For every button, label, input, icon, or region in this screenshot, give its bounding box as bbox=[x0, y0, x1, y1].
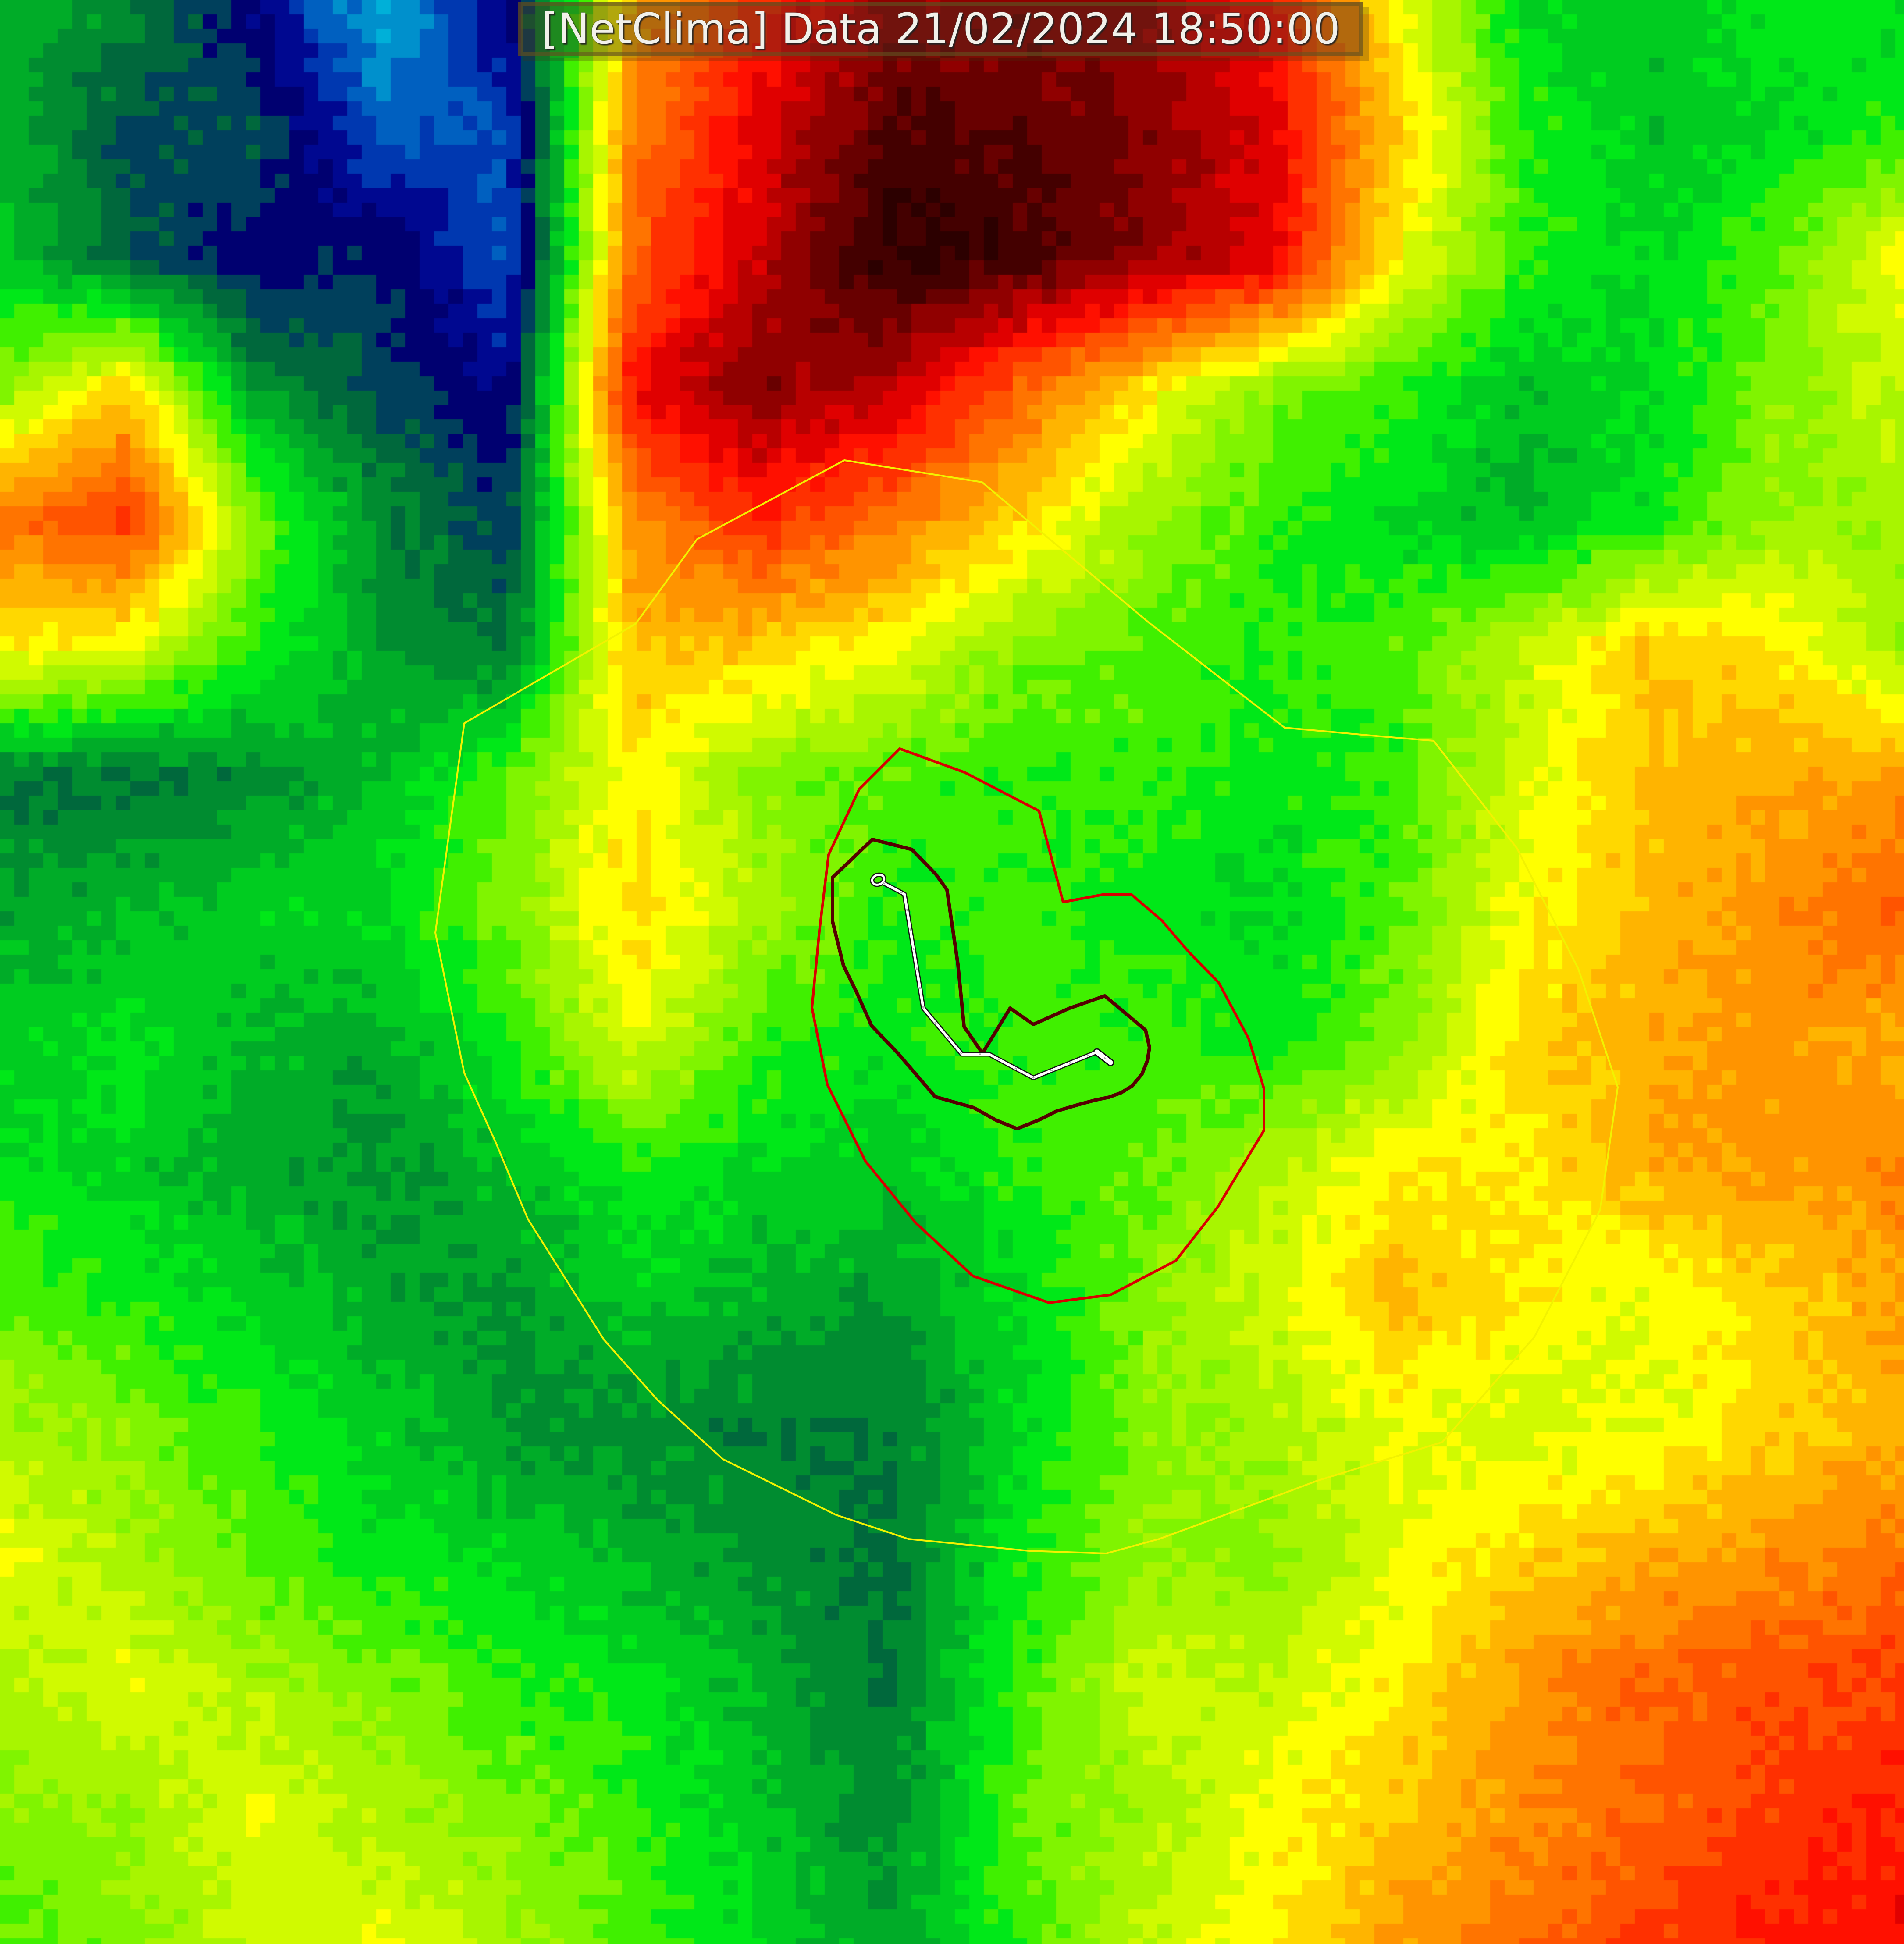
storm-track bbox=[882, 881, 1098, 1079]
contour-outer bbox=[434, 459, 1619, 1554]
contour-inner bbox=[831, 838, 1151, 1130]
contour-middle bbox=[811, 747, 1265, 1304]
title-overlay: [NetClima] Data 21/02/2024 18:50:00 bbox=[518, 2, 1363, 56]
track-start-loop-icon bbox=[871, 874, 886, 886]
track-end-arrow-icon bbox=[1094, 1049, 1113, 1065]
title-text: [NetClima] Data 21/02/2024 18:50:00 bbox=[541, 4, 1340, 53]
track-outline bbox=[880, 880, 1100, 1080]
